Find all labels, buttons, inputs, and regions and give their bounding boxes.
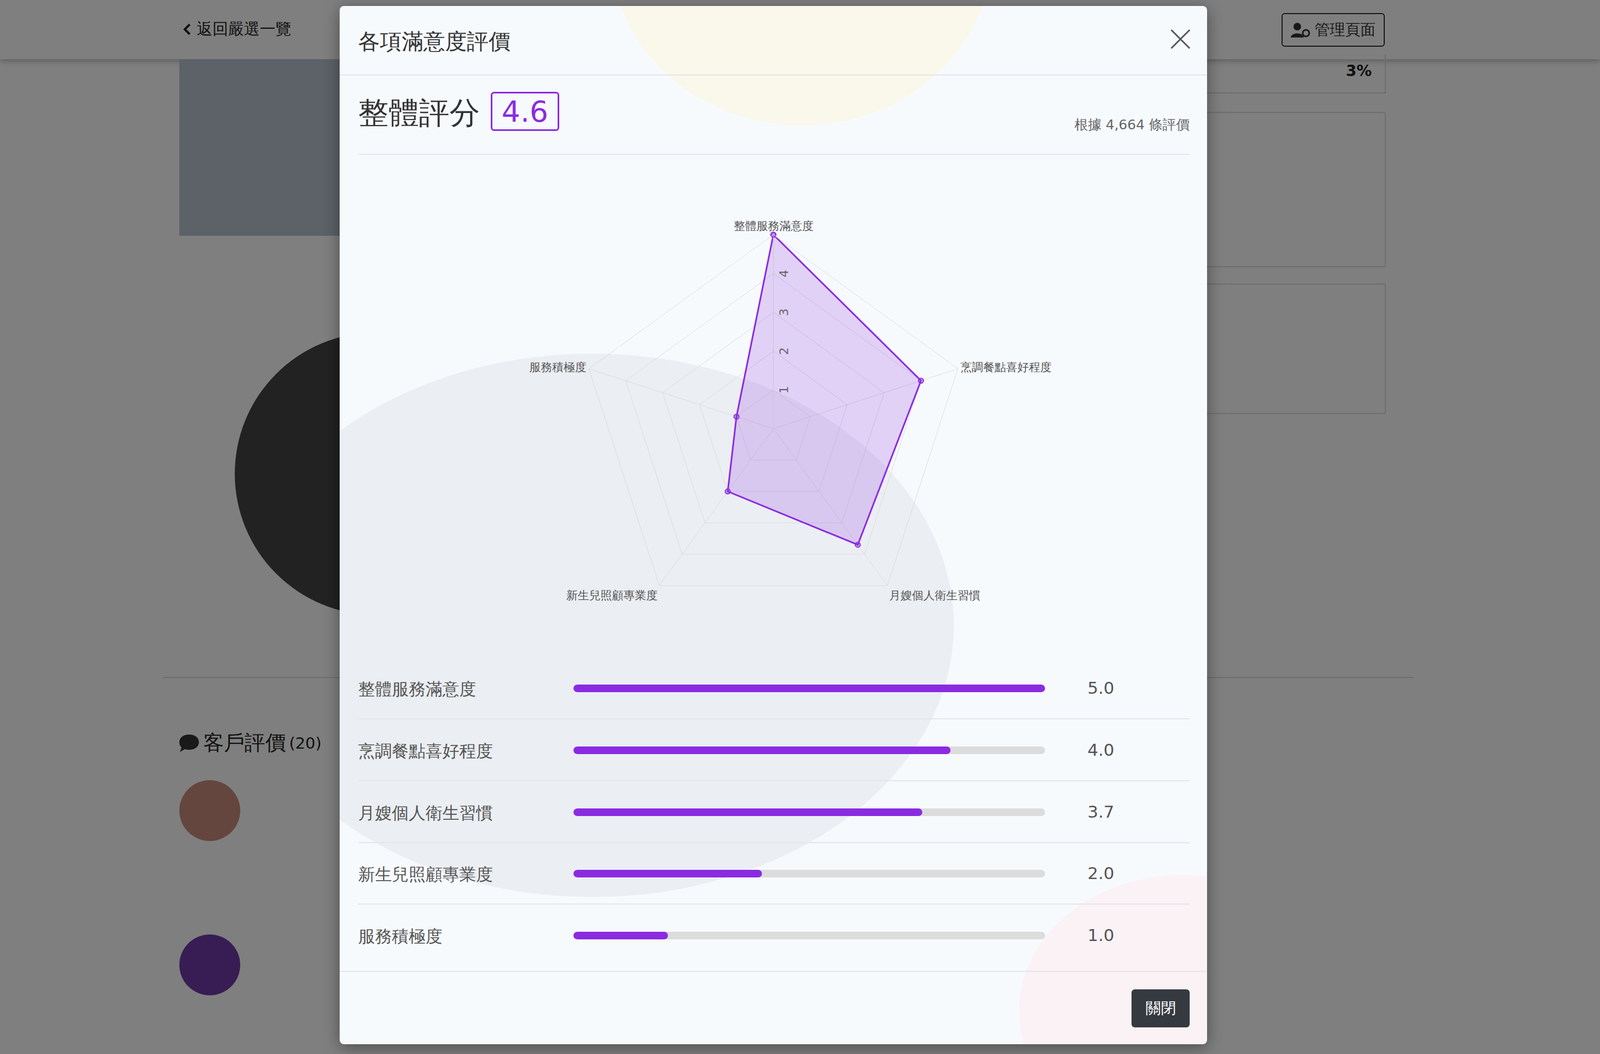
svg-text:服務積極度: 服務積極度 [529, 360, 587, 374]
html-text:整體評分: 整體評分 [358, 95, 480, 131]
html-text:關閉: 關閉 [1145, 999, 1176, 1018]
svg-text:1: 1 [777, 386, 791, 395]
html-text:整體服務滿意度: 整體服務滿意度 [358, 679, 477, 699]
svg-text:整體服務滿意度: 整體服務滿意度 [733, 219, 814, 233]
svg-text:烹調餐點喜好程度: 烹調餐點喜好程度 [960, 360, 1052, 374]
html-text:月嫂個人衛生習慣: 月嫂個人衛生習慣 [358, 803, 493, 823]
html-text:5.0: 5.0 [1087, 678, 1115, 698]
html-text:4.0: 4.0 [1087, 740, 1115, 760]
html-text:根據 4,664 條評價: 根據 4,664 條評價 [1074, 116, 1190, 133]
svg-text:2: 2 [777, 347, 791, 355]
html-text:服務積極度: 服務積極度 [358, 926, 443, 947]
svg-text:新生兒照顧專業度: 新生兒照顧專業度 [566, 589, 658, 603]
html-text:烹調餐點喜好程度: 烹調餐點喜好程度 [358, 741, 493, 761]
html-text:3.7: 3.7 [1087, 802, 1115, 822]
html-text:客戶評價(20): 客戶評價(20) [203, 730, 322, 755]
html-text:各項滿意度評價: 各項滿意度評價 [358, 28, 511, 54]
svg-text:3: 3 [777, 308, 791, 317]
html-text:管理頁面: 管理頁面 [1314, 20, 1376, 39]
html-text:3%: 3% [1345, 61, 1372, 80]
html-text:新生兒照顧專業度: 新生兒照顧專業度 [358, 864, 493, 885]
svg-text:月嫂個人衛生習慣: 月嫂個人衛生習慣 [889, 589, 981, 603]
html-text:返回嚴選一覽: 返回嚴選一覽 [196, 19, 292, 39]
svg-text:4: 4 [777, 269, 791, 278]
html-text:1.0: 1.0 [1087, 925, 1115, 946]
html-text:2.0: 2.0 [1087, 863, 1115, 884]
html-text:4.6: 4.6 [501, 94, 549, 129]
